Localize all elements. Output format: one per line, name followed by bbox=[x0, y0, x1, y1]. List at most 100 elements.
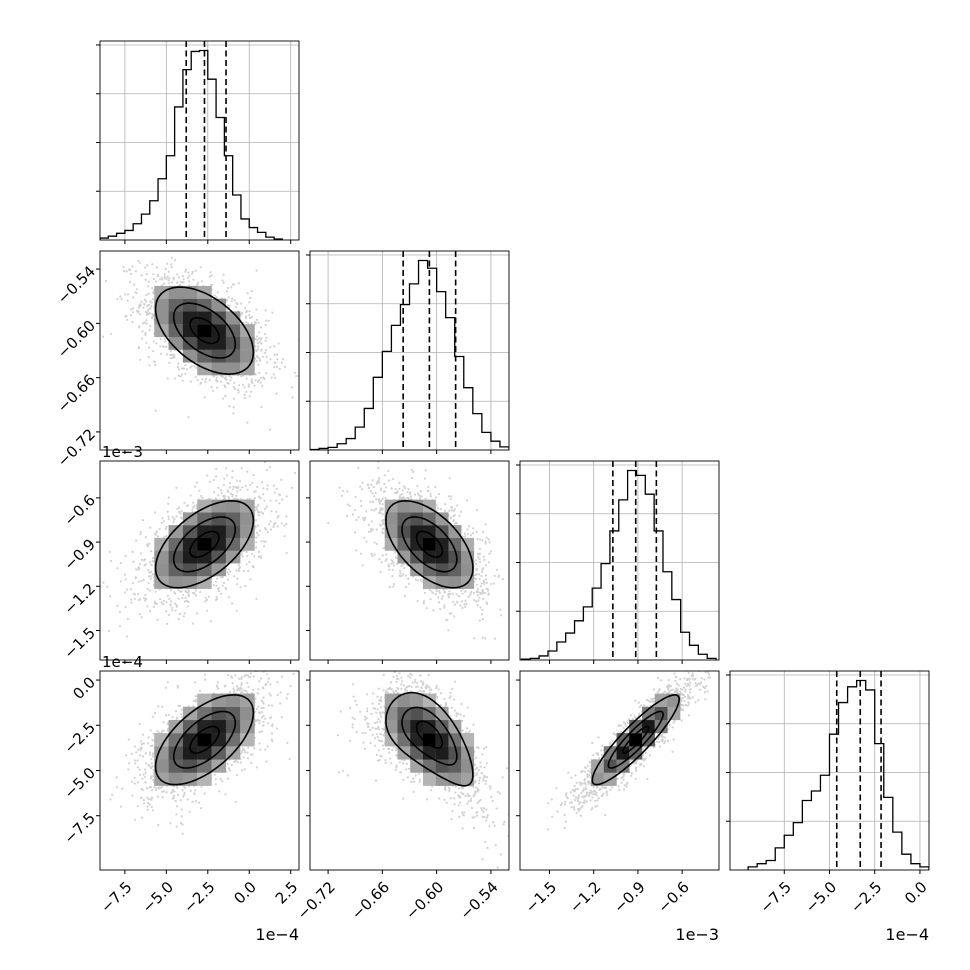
density-cell bbox=[410, 706, 424, 721]
density-cell bbox=[225, 349, 241, 363]
density-cell bbox=[642, 706, 655, 721]
density-cell bbox=[448, 550, 462, 564]
density-cell bbox=[422, 759, 436, 773]
x-tick-label: −0.9 bbox=[610, 878, 648, 916]
contour-line bbox=[154, 286, 255, 375]
density-cell bbox=[225, 733, 241, 747]
density-cell bbox=[211, 298, 227, 312]
x-tick-label: −0.72 bbox=[294, 878, 339, 923]
panel-frame bbox=[309, 250, 510, 451]
density-cell bbox=[225, 512, 241, 526]
contour-line bbox=[189, 530, 220, 558]
density-cell bbox=[182, 336, 198, 350]
density-cell bbox=[225, 525, 241, 538]
panel-frame bbox=[309, 460, 510, 661]
y-tick-label: −0.72 bbox=[54, 425, 99, 470]
y-offset-label: 1e−3 bbox=[102, 443, 143, 461]
contour-line bbox=[189, 316, 220, 345]
density-cell bbox=[448, 576, 462, 589]
x-tick-label: −2.5 bbox=[847, 878, 885, 916]
density-cell bbox=[422, 563, 436, 577]
x-tick-label: −1.2 bbox=[566, 878, 604, 916]
density-cell bbox=[197, 512, 212, 526]
density-cell bbox=[422, 512, 436, 526]
density-cell bbox=[654, 719, 668, 734]
density-cell bbox=[422, 772, 436, 786]
density-cell bbox=[211, 706, 227, 721]
density-cell bbox=[182, 550, 198, 564]
density-cell bbox=[225, 336, 241, 350]
density-cell bbox=[197, 759, 212, 773]
x-tick-label: −0.54 bbox=[456, 878, 501, 923]
panel-frame bbox=[99, 460, 300, 661]
density-cell bbox=[168, 550, 184, 564]
y-tick-label: −2.5 bbox=[61, 719, 99, 757]
density-cell bbox=[225, 537, 241, 551]
y-tick-label: −0.6 bbox=[61, 491, 99, 529]
density-cell bbox=[225, 550, 241, 564]
density-cell bbox=[168, 336, 184, 350]
contour-line bbox=[622, 725, 650, 754]
panel-2-0 bbox=[99, 460, 300, 664]
density-cell bbox=[197, 563, 212, 577]
panel-1-0 bbox=[99, 250, 300, 454]
density-cell bbox=[448, 733, 462, 747]
panel-frame bbox=[99, 40, 300, 241]
y-tick-label: −1.2 bbox=[61, 580, 99, 618]
density-cell bbox=[422, 719, 436, 734]
density-cell bbox=[435, 550, 449, 564]
x-tick-label: −1.5 bbox=[522, 878, 560, 916]
density-cell bbox=[461, 563, 475, 577]
x-offset-label: 1e−4 bbox=[885, 925, 929, 944]
density-cell bbox=[422, 537, 436, 551]
density-cell bbox=[154, 759, 169, 773]
density-cell bbox=[197, 693, 212, 707]
density-cell bbox=[168, 285, 184, 299]
density-cell bbox=[168, 576, 184, 589]
density-cell bbox=[182, 759, 198, 773]
y-tick-label: −7.5 bbox=[61, 809, 99, 847]
density-cell bbox=[182, 733, 198, 747]
density-cell bbox=[435, 512, 449, 526]
x-tick-label: 0.0 bbox=[230, 878, 260, 908]
contour-line bbox=[415, 530, 444, 558]
density-cell bbox=[654, 706, 668, 721]
density-cell bbox=[410, 733, 424, 747]
density-cell bbox=[397, 512, 411, 526]
density-cell bbox=[448, 746, 462, 760]
contour-line bbox=[154, 694, 255, 786]
density-cell bbox=[410, 512, 424, 526]
density-cell bbox=[182, 311, 198, 325]
x-tick-label: −5.0 bbox=[802, 878, 840, 916]
contour-line bbox=[591, 694, 681, 786]
density-cell bbox=[397, 499, 411, 513]
y-tick-label: −0.9 bbox=[61, 535, 99, 573]
density-cell bbox=[182, 298, 198, 312]
density-cell bbox=[397, 693, 411, 707]
density-cell bbox=[397, 719, 411, 734]
x-tick-label: −0.6 bbox=[654, 878, 692, 916]
density-cell bbox=[225, 362, 241, 376]
density-cell bbox=[397, 525, 411, 538]
density-cell bbox=[182, 512, 198, 526]
y-tick-label: 0.0 bbox=[69, 673, 99, 703]
density-cell bbox=[168, 733, 184, 747]
density-cell bbox=[384, 512, 398, 526]
density-cell bbox=[240, 706, 255, 721]
density-cell bbox=[225, 706, 241, 721]
contour-line bbox=[401, 706, 458, 766]
panel-3-1 bbox=[306, 670, 510, 874]
density-cell bbox=[197, 719, 212, 734]
panel-3-2 bbox=[516, 670, 720, 874]
x-tick-label: −0.60 bbox=[402, 878, 447, 923]
panel-2-1 bbox=[306, 460, 510, 664]
panel-1-1 bbox=[306, 250, 510, 454]
density-cell bbox=[197, 706, 212, 721]
density-cell bbox=[211, 349, 227, 363]
panel-3-3 bbox=[726, 670, 930, 874]
density-cell bbox=[225, 311, 241, 325]
density-cell bbox=[603, 759, 617, 773]
y-tick-label: −5.0 bbox=[61, 764, 99, 802]
density-cell bbox=[168, 525, 184, 538]
